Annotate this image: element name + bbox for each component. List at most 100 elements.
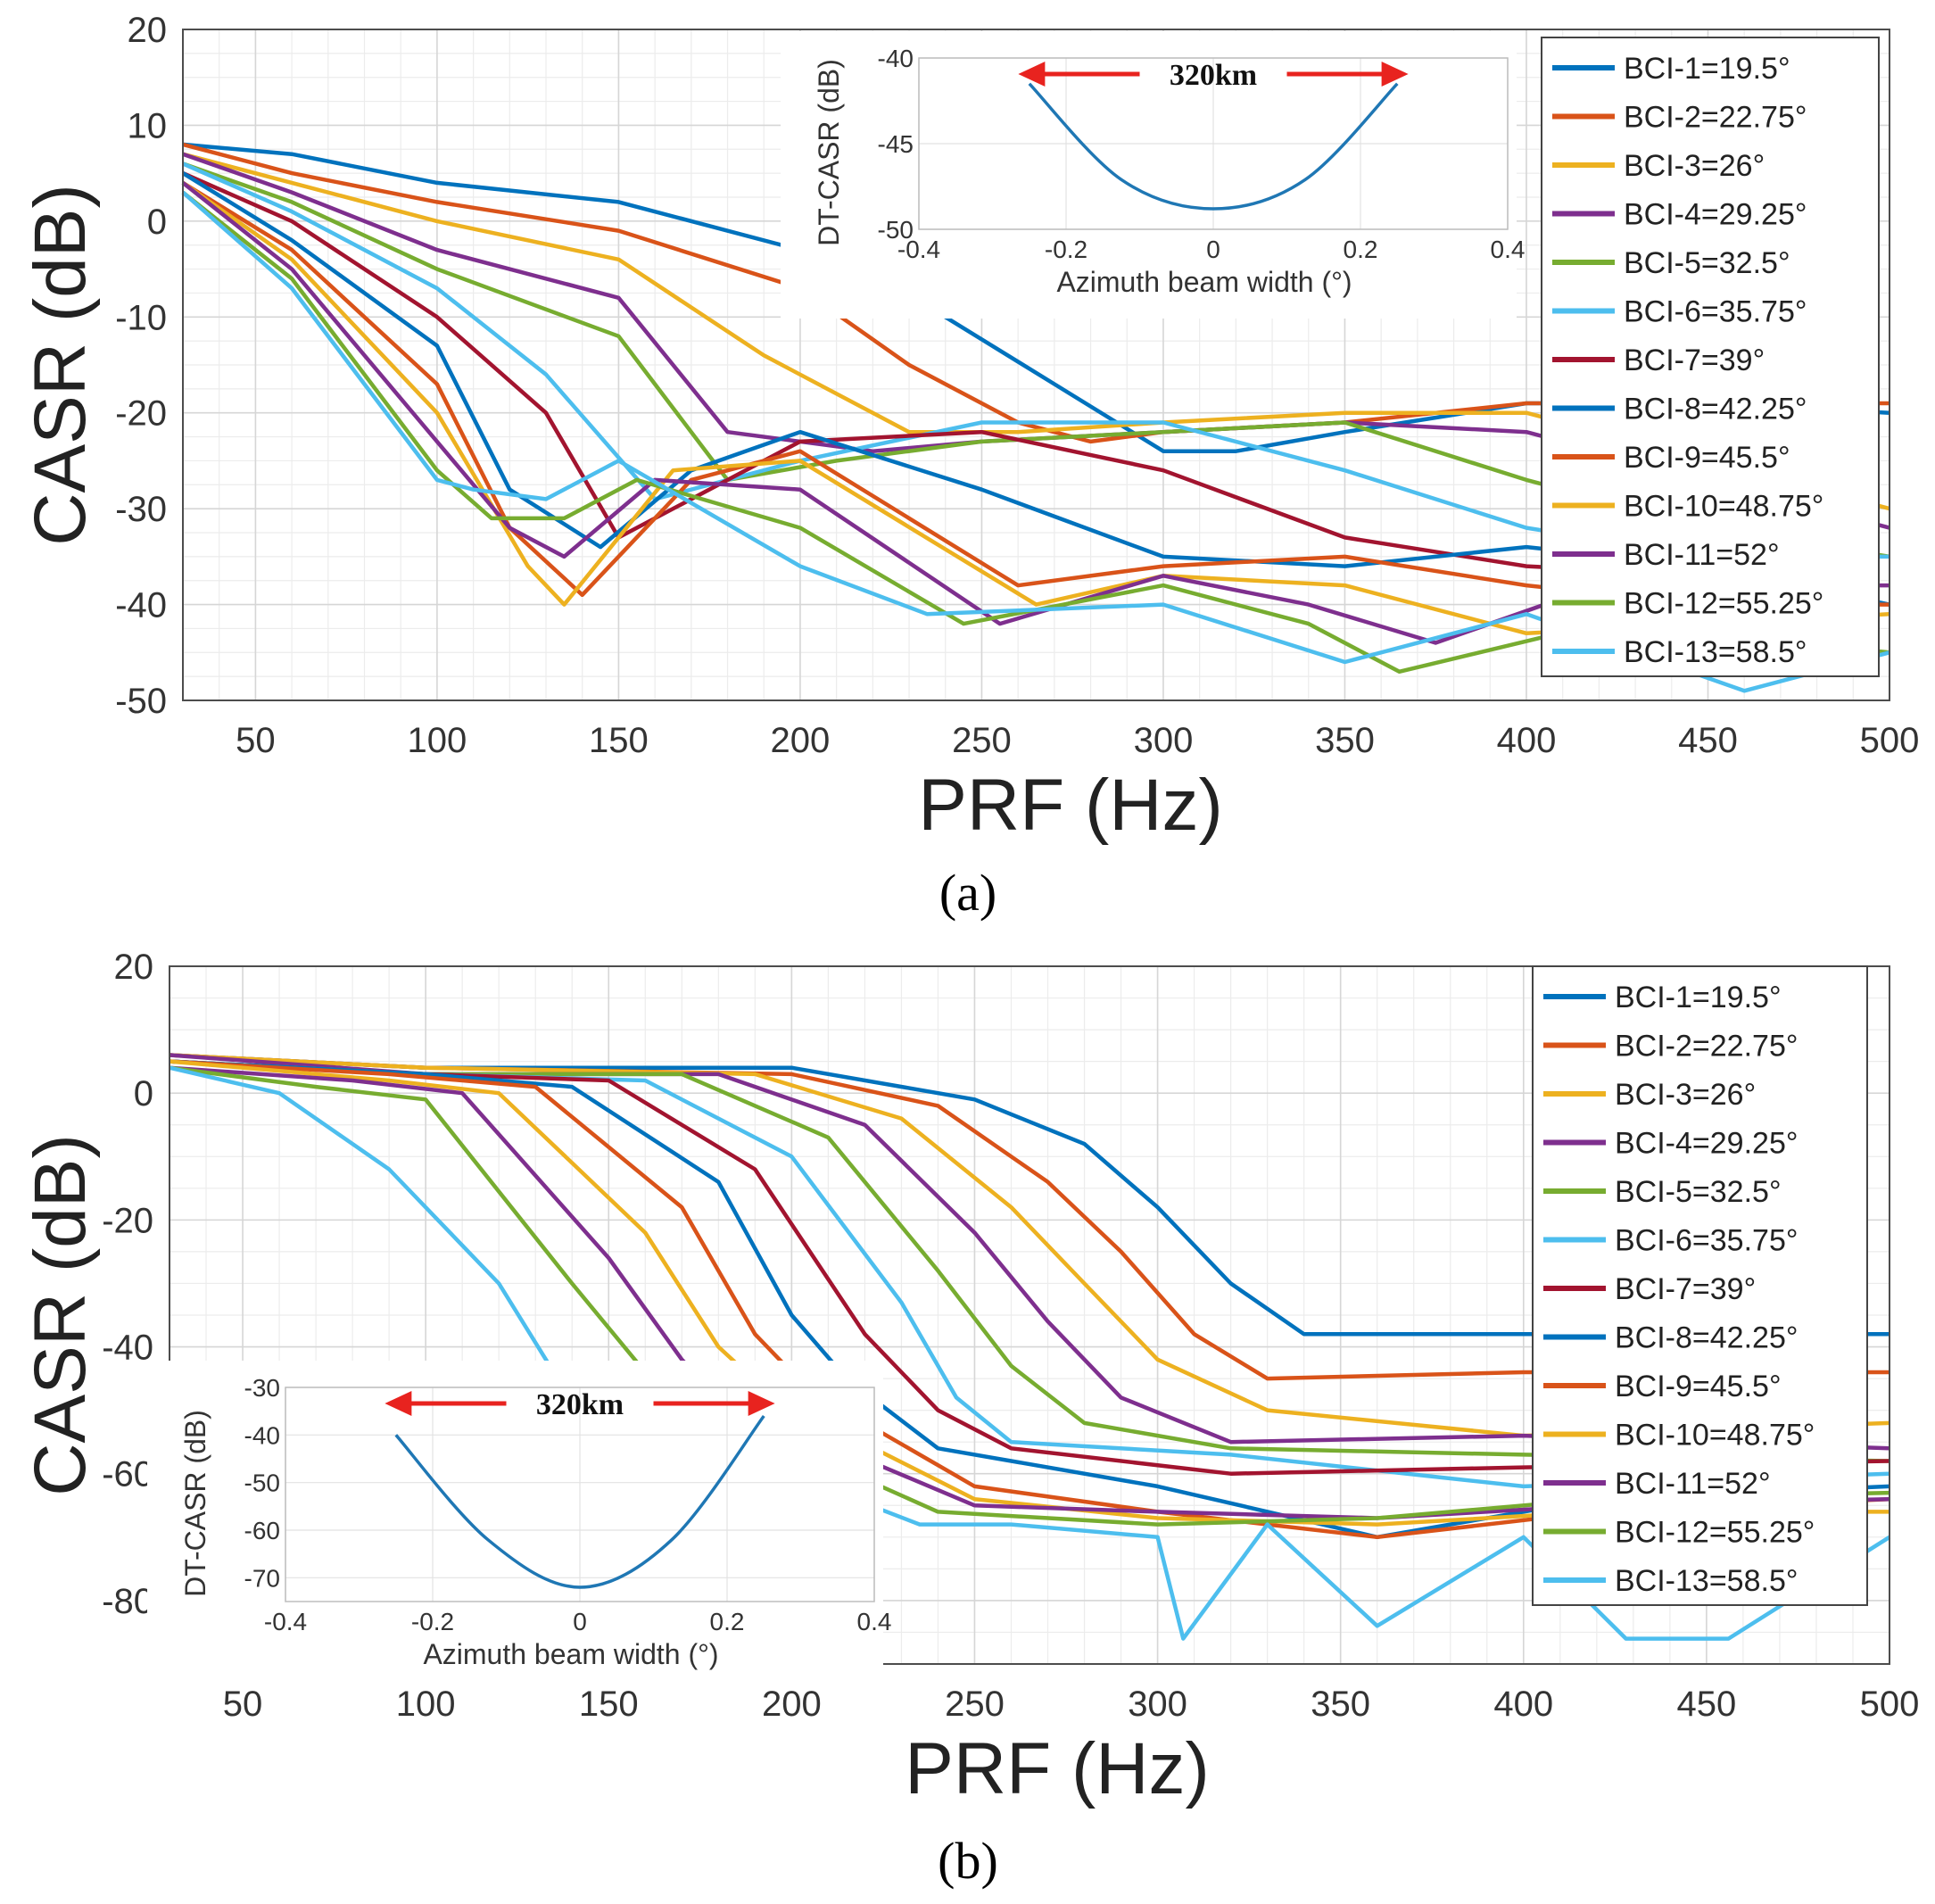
y-tick-label: -40 (102, 1329, 153, 1368)
legend-entry-label: BCI-4=29.25° (1624, 198, 1807, 232)
x-tick-label: 450 (1678, 721, 1738, 760)
series-line-8 (181, 171, 1890, 607)
x-tick-label: 400 (1497, 721, 1557, 760)
legend-entry-label: BCI-1=19.5° (1624, 52, 1790, 86)
inset-x-tick-label: 0 (573, 1608, 587, 1635)
legend-entry-label: BCI-12=55.25° (1615, 1516, 1815, 1550)
inset-y-axis-label: DT-CASR (dB) (813, 59, 845, 246)
y-tick-label: 10 (128, 106, 168, 145)
legend-entry-label: BCI-8=42.25° (1624, 393, 1807, 426)
inset-x-tick-label: 0.2 (710, 1608, 745, 1635)
chart-panel-a: 50 100 150 200 250 300 350 400 450 50020100-10-20… (20, 11, 1919, 922)
legend-entry-label: BCI-12=55.25° (1624, 587, 1823, 621)
legend-entry-label: BCI-11=52° (1615, 1467, 1771, 1501)
inset-annotation: 320km (1170, 59, 1257, 92)
series-line-3 (169, 1053, 1890, 1438)
inset-x-tick-label: -0.4 (264, 1608, 307, 1635)
x-tick-label: 150 (579, 1685, 639, 1724)
x-tick-label: 300 (1134, 721, 1194, 760)
legend-entry-label: BCI-6=35.75° (1615, 1224, 1798, 1258)
inset-y-tick-label: -50 (244, 1469, 280, 1497)
y-tick-label: -10 (115, 298, 167, 337)
inset-y-tick-label: -60 (244, 1517, 280, 1544)
series-line-11 (181, 181, 1890, 645)
axes-frame (182, 29, 1890, 701)
y-tick-label: -40 (115, 586, 167, 625)
inset-y-tick-label: -45 (878, 130, 914, 158)
inset-x-tick-label: -0.4 (897, 236, 940, 263)
x-tick-label: 350 (1311, 1685, 1370, 1724)
panel-caption: (a) (939, 864, 996, 922)
x-tick-label: 500 (1860, 1685, 1920, 1724)
legend-entry-label: BCI-10=48.75° (1624, 490, 1823, 524)
x-tick-label: 50 (236, 721, 276, 760)
inset-chart: -0.4 -0.2 0 0.2 0.4 -40 -45 -50 Azimuth beam wid… (781, 31, 1525, 319)
legend-entry-label: BCI-4=29.25° (1615, 1127, 1798, 1161)
y-tick-label: 0 (134, 1074, 153, 1113)
inset-curve (394, 1414, 765, 1589)
y-tick-label: -20 (102, 1201, 153, 1240)
legend-entry-label: BCI-5=32.5° (1615, 1175, 1782, 1209)
x-tick-label: 250 (952, 721, 1012, 760)
legend-entry-label: BCI-13=58.5° (1624, 635, 1807, 669)
x-tick-label: 150 (589, 721, 649, 760)
y-tick-label: 20 (128, 11, 168, 50)
inset-y-tick-label: -40 (244, 1421, 280, 1449)
chart-panel-b: 50 100 150 200 250 300 350 400 450 500200-20-40-6… (20, 948, 1919, 1890)
series-line-10 (181, 181, 1890, 636)
arrow-head-right (748, 1391, 775, 1416)
legend-entry-label: BCI-7=39° (1624, 344, 1765, 377)
inset-x-tick-label: -0.2 (1045, 236, 1087, 263)
arrow-head-right (1381, 62, 1409, 87)
legend-entry-label: BCI-6=35.75° (1624, 295, 1807, 329)
series-line-12 (181, 190, 1890, 675)
y-tick-label: 0 (147, 203, 167, 242)
inset-x-tick-label: -0.2 (411, 1608, 454, 1635)
legend-entry-label: BCI-13=58.5° (1615, 1564, 1798, 1598)
x-tick-label: 350 (1315, 721, 1375, 760)
legend-entry-label: BCI-1=19.5° (1615, 981, 1782, 1014)
legend-entry-label: BCI-2=22.75° (1624, 101, 1807, 135)
inset-y-axis-label: DT-CASR (dB) (179, 1410, 211, 1597)
legend-entry-label: BCI-2=22.75° (1615, 1030, 1798, 1064)
legend: BCI-1=19.5° BCI-2=22.75° BCI-3=26° BCI-4=29… (1541, 37, 1880, 677)
legend-entry-label: BCI-8=42.25° (1615, 1321, 1798, 1355)
x-tick-label: 100 (396, 1685, 456, 1724)
inset-chart: -0.4 -0.2 0 0.2 0.4 -30 -40 -50 -60 -70 Azimuth be… (147, 1361, 891, 1691)
y-tick-label: -80 (102, 1582, 153, 1621)
inset-width-arrow: 320km (385, 1388, 775, 1421)
legend-entry-label: BCI-9=45.5° (1615, 1370, 1782, 1403)
legend-entry-label: BCI-3=26° (1624, 149, 1765, 183)
x-tick-label: 450 (1677, 1685, 1737, 1724)
x-tick-label: 200 (771, 721, 831, 760)
x-axis-label: PRF (Hz) (918, 765, 1223, 846)
x-tick-label: 100 (408, 721, 467, 760)
legend-entry-label: BCI-10=48.75° (1615, 1419, 1815, 1453)
panel-caption: (b) (938, 1832, 998, 1890)
inset-width-arrow: 320km (1018, 59, 1409, 92)
x-tick-label: 50 (223, 1685, 263, 1724)
arrow-head-left (1018, 62, 1046, 87)
x-tick-label: 200 (762, 1685, 822, 1724)
series-line-9 (181, 180, 1890, 607)
inset-x-tick-label: 0.4 (857, 1608, 892, 1635)
series-line-1 (169, 1053, 1890, 1337)
x-tick-label: 300 (1128, 1685, 1187, 1724)
legend: BCI-1=19.5° BCI-2=22.75° BCI-3=26° BCI-4=29… (1532, 965, 1868, 1606)
series-line-5 (169, 1059, 1890, 1463)
y-axis-label: CASR (dB) (20, 1134, 101, 1496)
arrow-head-left (385, 1391, 412, 1416)
legend-entry-label: BCI-3=26° (1615, 1078, 1756, 1112)
inset-y-tick-label: -70 (244, 1564, 280, 1592)
x-tick-label: 250 (945, 1685, 1005, 1724)
y-tick-label: -30 (115, 490, 167, 529)
x-tick-label: 400 (1493, 1685, 1553, 1724)
y-tick-label: -60 (102, 1455, 153, 1494)
inset-frame (918, 57, 1509, 230)
series-line-7 (169, 1059, 1890, 1476)
inset-x-tick-label: 0.4 (1491, 236, 1526, 263)
x-axis-label: PRF (Hz) (905, 1728, 1210, 1809)
inset-x-tick-label: 0.2 (1344, 236, 1378, 263)
y-tick-label: -50 (115, 682, 167, 721)
axes-frame (169, 965, 1890, 1665)
